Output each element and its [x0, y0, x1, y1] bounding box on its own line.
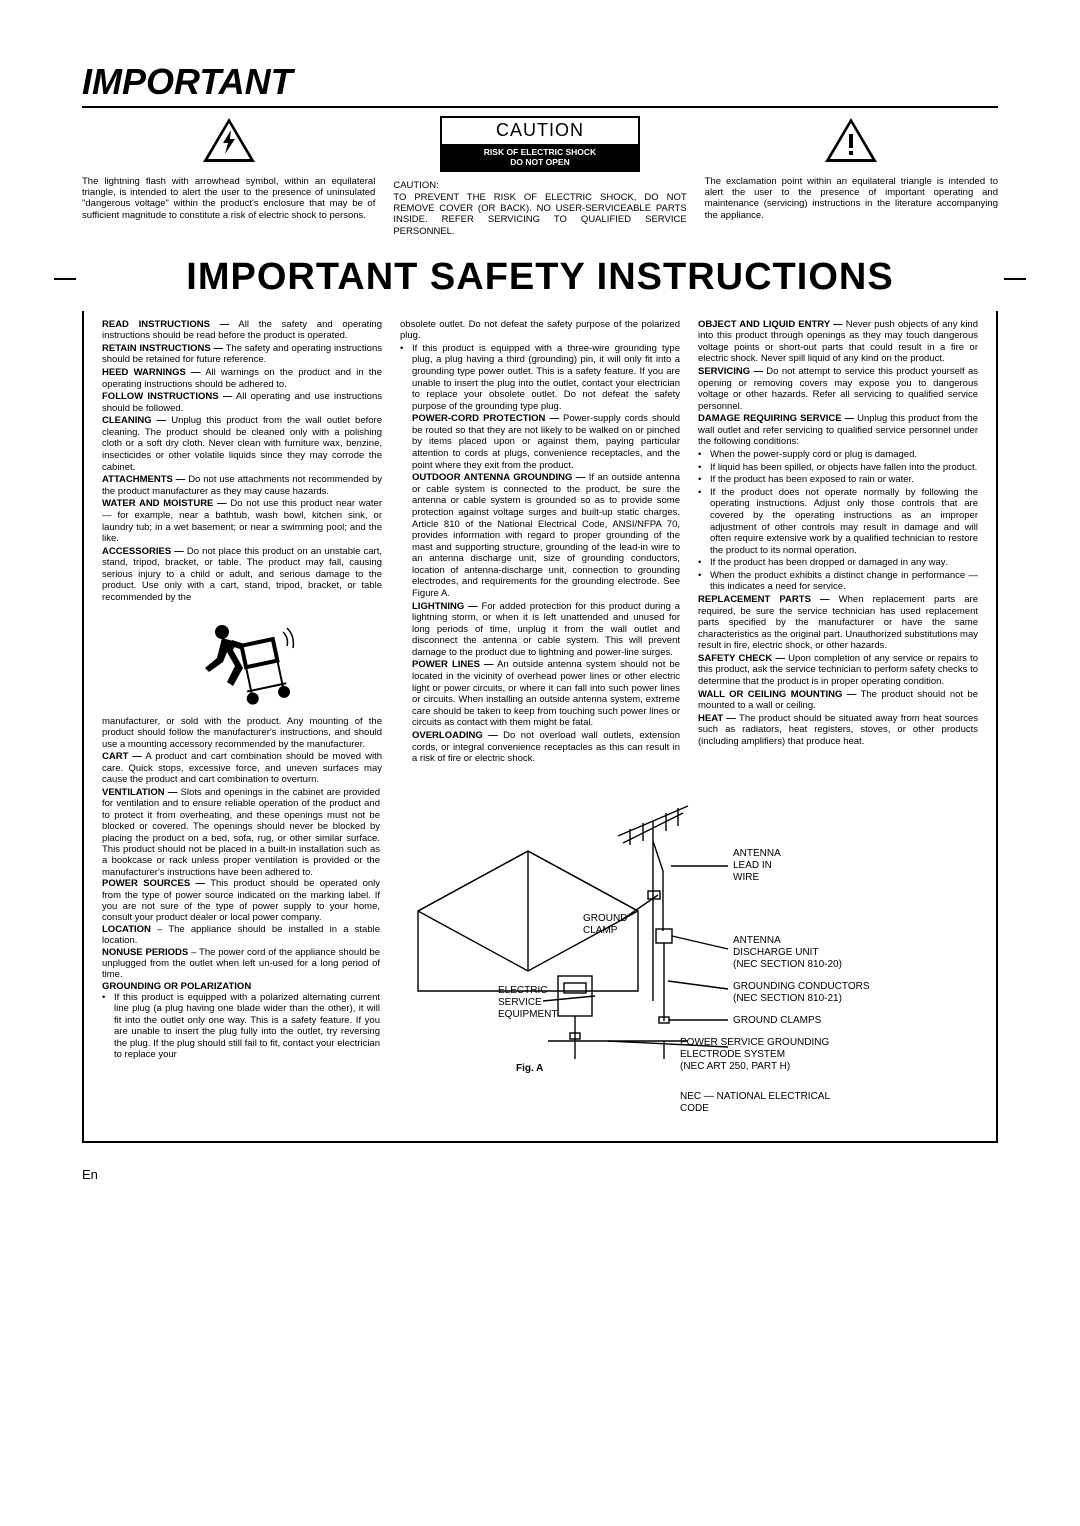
top-col-left: The lightning flash with arrowhead symbo… [82, 116, 375, 237]
col1b-content: CART — A product and cart combination sh… [102, 751, 382, 786]
lightning-caption: The lightning flash with arrowhead symbo… [82, 176, 375, 222]
body-columns: READ INSTRUCTIONS — All the safety and o… [102, 311, 978, 787]
svg-text:GROUND CLAMPS: GROUND CLAMPS [733, 1015, 822, 1026]
caution-line2: DO NOT OPEN [510, 157, 570, 167]
caution-body: TO PREVENT THE RISK OF ELECTRIC SHOCK, D… [393, 192, 686, 237]
col3b-content: REPLACEMENT PARTS — When replacement par… [698, 594, 978, 748]
caution-box: CAUTION RISK OF ELECTRIC SHOCK DO NOT OP… [440, 116, 640, 172]
svg-text:POWER SERVICE GROUNDINGELECTRO: POWER SERVICE GROUNDINGELECTRODE SYSTEM(… [680, 1037, 829, 1072]
svg-text:ANTENNALEAD INWIRE: ANTENNALEAD INWIRE [733, 848, 781, 883]
lightning-triangle-icon [82, 116, 375, 167]
bottom-left-col: VENTILATION — Slots and openings in the … [102, 787, 380, 1123]
col2-bullet: If this product is equipped with a three… [400, 343, 680, 412]
col2-content: POWER-CORD PROTECTION — Power-supply cor… [400, 413, 680, 764]
col3-bullets: When the power-supply cord or plug is da… [698, 449, 978, 593]
top-col-right: The exclamation point within an equilate… [705, 116, 998, 237]
center-caption: CAUTION: TO PREVENT THE RISK OF ELECTRIC… [393, 180, 686, 237]
exclaim-triangle-icon [705, 116, 998, 167]
after-cart-text: manufacturer, or sold with the product. … [102, 716, 382, 751]
cart-tipping-icon [187, 610, 297, 710]
safety-box: READ INSTRUCTIONS — All the safety and o… [82, 311, 998, 1143]
bottom-wrap: VENTILATION — Slots and openings in the … [102, 787, 978, 1123]
svg-text:GROUNDCLAMP: GROUNDCLAMP [583, 913, 627, 936]
svg-text:NEC — NATIONAL ELECTRICALCODE: NEC — NATIONAL ELECTRICALCODE [680, 1091, 830, 1114]
caution-line1: RISK OF ELECTRIC SHOCK [484, 147, 596, 157]
caution-head: CAUTION: [393, 180, 438, 191]
col1-content: READ INSTRUCTIONS — All the safety and o… [102, 319, 382, 604]
svg-text:Fig. A: Fig. A [516, 1063, 543, 1074]
exclaim-caption: The exclamation point within an equilate… [705, 176, 998, 222]
caution-strip: RISK OF ELECTRIC SHOCK DO NOT OPEN [442, 144, 638, 170]
top-row: The lightning flash with arrowhead symbo… [82, 116, 998, 237]
figure-a: ANTENNALEAD INWIRE GROUNDCLAMP ANTENNADI… [398, 801, 978, 1123]
col2-start: obsolete outlet. Do not defeat the safet… [400, 319, 680, 342]
page-lang-indicator: En [82, 1167, 998, 1183]
svg-text:ELECTRICSERVICEEQUIPMENT: ELECTRICSERVICEEQUIPMENT [498, 985, 557, 1020]
important-title: IMPORTANT [82, 60, 998, 108]
caution-title: CAUTION [442, 118, 638, 144]
svg-text:ANTENNADISCHARGE UNIT(NEC SECT: ANTENNADISCHARGE UNIT(NEC SECTION 810-20… [733, 935, 842, 970]
bottom-right-figure: ANTENNALEAD INWIRE GROUNDCLAMP ANTENNADI… [398, 787, 978, 1123]
safety-title: IMPORTANT SAFETY INSTRUCTIONS [82, 255, 998, 301]
top-col-center: CAUTION RISK OF ELECTRIC SHOCK DO NOT OP… [393, 116, 686, 237]
svg-text:GROUNDING CONDUCTORS(NEC SECTI: GROUNDING CONDUCTORS(NEC SECTION 810-21) [733, 981, 870, 1004]
col3a-content: OBJECT AND LIQUID ENTRY — Never push obj… [698, 319, 978, 448]
